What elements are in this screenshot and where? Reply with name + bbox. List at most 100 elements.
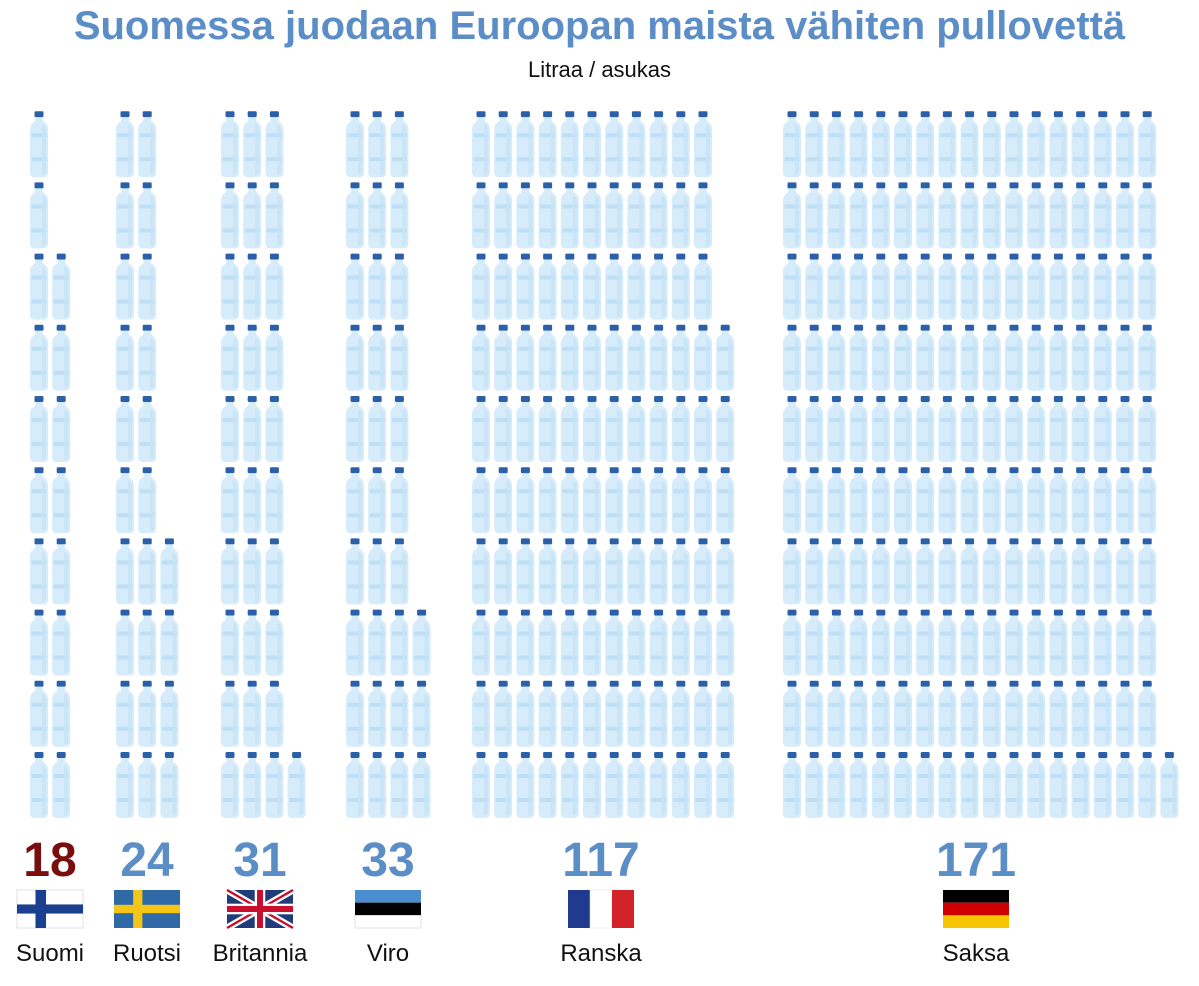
bottle-britannia bbox=[265, 538, 284, 605]
bottle-ranska bbox=[538, 467, 557, 534]
bottle-viro bbox=[346, 324, 364, 391]
bottle-saksa bbox=[894, 538, 912, 605]
bottle-britannia bbox=[221, 182, 239, 249]
bottle-saksa bbox=[805, 467, 824, 534]
bottle-ranska bbox=[694, 467, 712, 534]
bottle-ranska bbox=[671, 680, 690, 747]
bottle-ranska bbox=[472, 324, 490, 391]
bottle-saksa bbox=[1138, 182, 1157, 249]
bottle-saksa bbox=[960, 396, 979, 462]
bottle-ranska bbox=[605, 752, 624, 818]
bottle-viro bbox=[368, 324, 387, 391]
bottle-saksa bbox=[982, 752, 1001, 818]
bottle-saksa bbox=[1027, 467, 1046, 534]
bottle-ranska bbox=[671, 253, 690, 320]
bottle-ranska bbox=[583, 111, 601, 178]
bottle-saksa bbox=[1138, 253, 1157, 320]
bottle-saksa bbox=[783, 609, 801, 676]
bottle-saksa bbox=[1116, 680, 1134, 747]
bottle-suomi bbox=[30, 253, 48, 320]
bottle-ranska bbox=[494, 396, 513, 462]
bottle-britannia bbox=[265, 253, 284, 320]
bottle-ruotsi bbox=[116, 752, 134, 818]
bottle-britannia bbox=[221, 253, 239, 320]
bottle-ranska bbox=[627, 324, 646, 391]
bottle-saksa bbox=[1093, 467, 1112, 534]
bottle-britannia bbox=[265, 609, 284, 676]
bottle-saksa bbox=[1005, 396, 1023, 462]
bottle-ranska bbox=[694, 396, 712, 462]
bottle-saksa bbox=[1138, 324, 1157, 391]
bottle-suomi bbox=[52, 396, 71, 462]
bottle-saksa bbox=[783, 680, 801, 747]
bottle-britannia bbox=[243, 752, 262, 818]
bottle-ranska bbox=[583, 253, 601, 320]
bottle-ranska bbox=[627, 680, 646, 747]
bottle-ranska bbox=[583, 752, 601, 818]
bottle-saksa bbox=[1116, 467, 1134, 534]
bottle-saksa bbox=[1049, 609, 1068, 676]
bottle-ranska bbox=[516, 752, 535, 818]
uk-flag-icon bbox=[225, 886, 295, 932]
bottle-ranska bbox=[694, 752, 712, 818]
bottle-saksa bbox=[1027, 538, 1046, 605]
bottle-ranska bbox=[627, 609, 646, 676]
bottle-viro bbox=[412, 609, 431, 676]
bottle-viro bbox=[390, 609, 409, 676]
bottle-saksa bbox=[805, 253, 824, 320]
bottle-ranska bbox=[516, 111, 535, 178]
bottle-saksa bbox=[916, 324, 935, 391]
bottle-ranska bbox=[583, 182, 601, 249]
bottle-saksa bbox=[1049, 680, 1068, 747]
bottle-ruotsi bbox=[160, 609, 179, 676]
bottle-ranska bbox=[560, 253, 579, 320]
bottle-saksa bbox=[871, 111, 890, 178]
bottle-ranska bbox=[560, 182, 579, 249]
bottle-britannia bbox=[265, 111, 284, 178]
bottle-saksa bbox=[805, 680, 824, 747]
bottle-saksa bbox=[827, 396, 846, 462]
bottle-saksa bbox=[960, 111, 979, 178]
bottle-ranska bbox=[538, 253, 557, 320]
bottle-saksa bbox=[916, 538, 935, 605]
bottle-viro bbox=[346, 467, 364, 534]
bottle-saksa bbox=[1116, 182, 1134, 249]
bottle-britannia bbox=[265, 396, 284, 462]
bottle-ranska bbox=[538, 538, 557, 605]
bottle-saksa bbox=[1005, 609, 1023, 676]
bottle-ranska bbox=[627, 752, 646, 818]
bottle-viro bbox=[412, 752, 431, 818]
bottle-viro bbox=[412, 680, 431, 747]
bottle-ranska bbox=[605, 182, 624, 249]
bottle-ruotsi bbox=[116, 609, 134, 676]
bottle-ruotsi bbox=[160, 538, 179, 605]
bottle-suomi bbox=[30, 538, 48, 605]
bottle-ranska bbox=[472, 182, 490, 249]
bottle-saksa bbox=[938, 467, 957, 534]
bottle-ranska bbox=[649, 396, 668, 462]
bottle-viro bbox=[368, 396, 387, 462]
bottle-saksa bbox=[1027, 752, 1046, 818]
bottle-ranska bbox=[649, 752, 668, 818]
bottle-saksa bbox=[849, 609, 868, 676]
bottle-saksa bbox=[960, 182, 979, 249]
bottle-ranska bbox=[560, 752, 579, 818]
bottle-suomi bbox=[30, 609, 48, 676]
bottle-viro bbox=[346, 396, 364, 462]
chart-title: Suomessa juodaan Euroopan maista vähiten… bbox=[73, 4, 1126, 48]
bottle-ranska bbox=[472, 538, 490, 605]
bottle-ranska bbox=[516, 324, 535, 391]
bottle-ranska bbox=[494, 680, 513, 747]
bottle-saksa bbox=[871, 680, 890, 747]
category-label-ranska: Ranska bbox=[560, 940, 642, 967]
bottle-suomi bbox=[30, 752, 48, 818]
bottle-saksa bbox=[1005, 253, 1023, 320]
bottle-saksa bbox=[1027, 680, 1046, 747]
bottle-viro bbox=[368, 752, 387, 818]
bottle-saksa bbox=[938, 680, 957, 747]
bottle-saksa bbox=[1005, 538, 1023, 605]
bottle-ranska bbox=[538, 609, 557, 676]
bottle-ranska bbox=[671, 111, 690, 178]
bottle-ruotsi bbox=[138, 111, 157, 178]
bottle-saksa bbox=[1093, 538, 1112, 605]
